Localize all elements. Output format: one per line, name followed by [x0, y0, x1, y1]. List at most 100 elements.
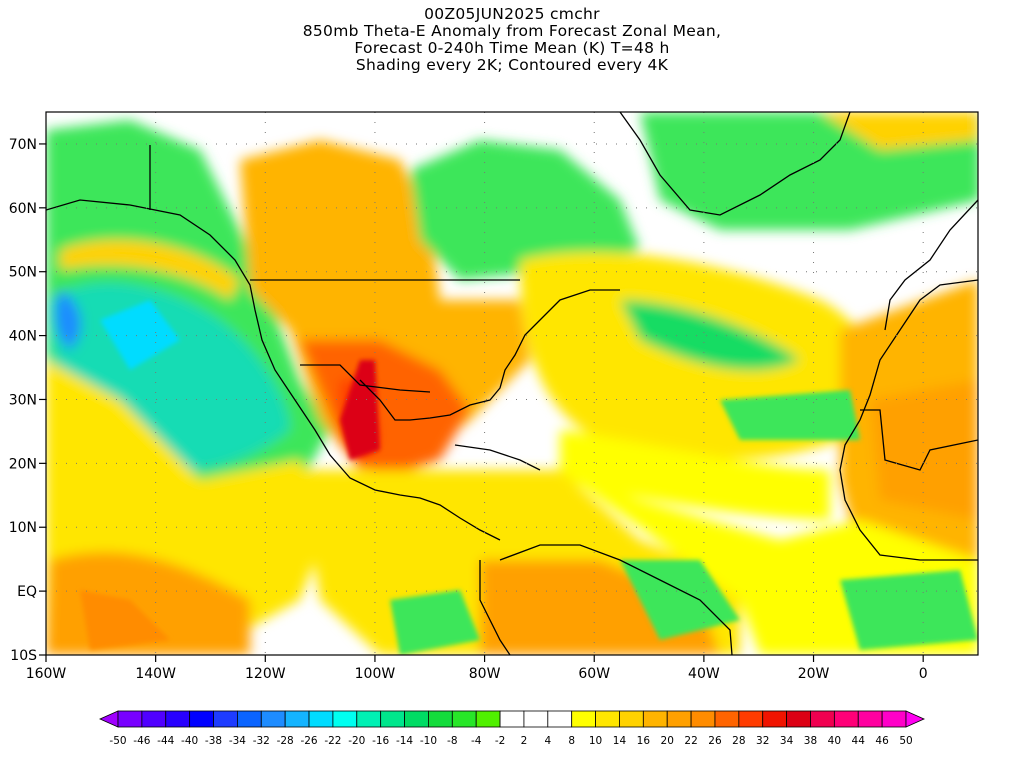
colorbar-swatch	[499, 710, 525, 728]
colorbar-swatch	[786, 710, 811, 728]
colorbar-swatch	[380, 710, 405, 728]
lon-tick-label: 0	[919, 666, 928, 682]
colorbar-label: 46	[875, 735, 889, 747]
colorbar-swatch	[595, 710, 620, 728]
colorbar-label: 44	[852, 735, 866, 747]
colorbar-low-arrow	[99, 710, 119, 728]
colorbar-label: 10	[589, 735, 602, 747]
colorbar-swatch	[356, 710, 382, 728]
title-block: 00Z05JUN2025 cmchr 850mb Theta-E Anomaly…	[0, 6, 1024, 74]
colorbar-label: -2	[495, 735, 505, 747]
lat-tick-label: 10S	[10, 648, 37, 664]
colorbar-label: 50	[899, 735, 912, 747]
colorbar-label: -4	[471, 735, 482, 747]
colorbar-swatch	[762, 710, 788, 728]
lon-tick-label: 140W	[135, 666, 176, 682]
colorbar-label: -16	[372, 735, 389, 747]
colorbar-swatch	[189, 710, 214, 728]
colorbar-label: -34	[229, 735, 246, 747]
colorbar-label: -44	[157, 735, 174, 747]
lat-tick-label: 70N	[9, 137, 37, 153]
colorbar-label: 28	[732, 735, 745, 747]
colorbar-swatch	[284, 710, 310, 728]
colorbar-label: -46	[133, 735, 150, 747]
colorbar-high-arrow	[905, 710, 925, 728]
colorbar-label: 16	[637, 735, 651, 747]
colorbar-label: 32	[756, 735, 769, 747]
colorbar-swatch	[666, 710, 692, 728]
colorbar-swatch	[642, 710, 668, 728]
colorbar-label: 14	[613, 735, 627, 747]
colorbar-swatch	[213, 710, 238, 728]
lat-tick-label: 30N	[9, 392, 37, 408]
colorbar-swatch	[451, 710, 477, 728]
lon-tick-label: 160W	[26, 666, 67, 682]
shaded-field	[46, 112, 978, 655]
grid-lines	[46, 112, 978, 655]
colorbar-swatch	[523, 710, 549, 728]
colorbar-label: 22	[684, 735, 697, 747]
colorbar-label: 20	[661, 735, 674, 747]
colorbar-swatch	[690, 710, 716, 728]
colorbar-swatch	[475, 710, 501, 728]
lat-tick-label: 60N	[9, 201, 37, 217]
colorbar-swatch	[428, 710, 453, 728]
colorbar-swatch	[404, 710, 429, 728]
colorbar-swatch	[332, 710, 358, 728]
colorbar-swatch	[810, 710, 835, 728]
title-line-field: 850mb Theta-E Anomaly from Forecast Zona…	[302, 22, 722, 40]
lat-tick-label: 40N	[9, 329, 37, 345]
colorbar-swatch	[260, 710, 286, 728]
lon-tick-label: 120W	[245, 666, 286, 682]
lat-tick-label: 20N	[9, 456, 37, 472]
colorbar-label: -20	[348, 735, 365, 747]
colorbar-swatch	[857, 710, 883, 728]
colorbar-swatch	[738, 710, 764, 728]
colorbar-swatch	[714, 710, 740, 728]
lon-tick-label: 80W	[469, 666, 501, 682]
colorbar-label: -38	[205, 735, 222, 747]
colorbar-label: -28	[277, 735, 294, 747]
colorbar: -50 -46 -44 -40 -38 -34 -32 -28 -26 -22 -20 -16 -14-…	[99, 710, 925, 747]
colorbar-label: -26	[300, 735, 317, 747]
colorbar-label: -8	[447, 735, 457, 747]
lat-tick-label: 10N	[9, 520, 37, 536]
colorbar-label: -40	[181, 735, 198, 747]
colorbar-swatch	[165, 710, 191, 728]
title-line-forecast: Forecast 0-240h Time Mean (K) T=48 h	[354, 39, 670, 57]
title-line-shading: Shading every 2K; Contoured every 4K	[355, 56, 669, 74]
colorbar-label: -10	[420, 735, 437, 747]
colorbar-label: -14	[396, 735, 413, 747]
colorbar-swatch	[547, 710, 573, 728]
lat-tick-label: 50N	[9, 265, 37, 281]
colorbar-label: -22	[324, 735, 341, 747]
lon-tick-label: 20W	[798, 666, 830, 682]
lon-tick-label: 100W	[355, 666, 396, 682]
title-line-run: 00Z05JUN2025 cmchr	[424, 5, 600, 23]
colorbar-label: 26	[708, 735, 722, 747]
colorbar-swatch	[571, 710, 596, 728]
colorbar-swatch	[117, 710, 143, 728]
colorbar-label: 8	[568, 735, 575, 747]
longitude-axis: 160W 140W 120W 100W 80W 60W 40W 20W 0	[26, 655, 928, 682]
colorbar-label: 38	[804, 735, 817, 747]
colorbar-label: -50	[109, 735, 126, 747]
colorbar-label: 40	[828, 735, 841, 747]
colorbar-label: -32	[253, 735, 270, 747]
colorbar-label: 34	[780, 735, 794, 747]
lat-tick-label: EQ	[17, 584, 37, 600]
colorbar-swatch	[881, 710, 907, 728]
colorbar-swatch	[141, 710, 167, 728]
colorbar-swatch	[236, 710, 262, 728]
lon-tick-label: 60W	[578, 666, 610, 682]
colorbar-swatch	[619, 710, 644, 728]
lon-tick-label: 40W	[688, 666, 720, 682]
colorbar-label: 4	[544, 735, 551, 747]
map-frame	[45, 111, 979, 656]
colorbar-swatch	[308, 710, 334, 728]
latitude-axis: 70N 60N 50N 40N 30N 20N 10N EQ 10S	[9, 137, 46, 664]
colorbar-label: 2	[521, 735, 528, 747]
coastlines	[46, 112, 978, 655]
colorbar-swatch	[833, 710, 859, 728]
